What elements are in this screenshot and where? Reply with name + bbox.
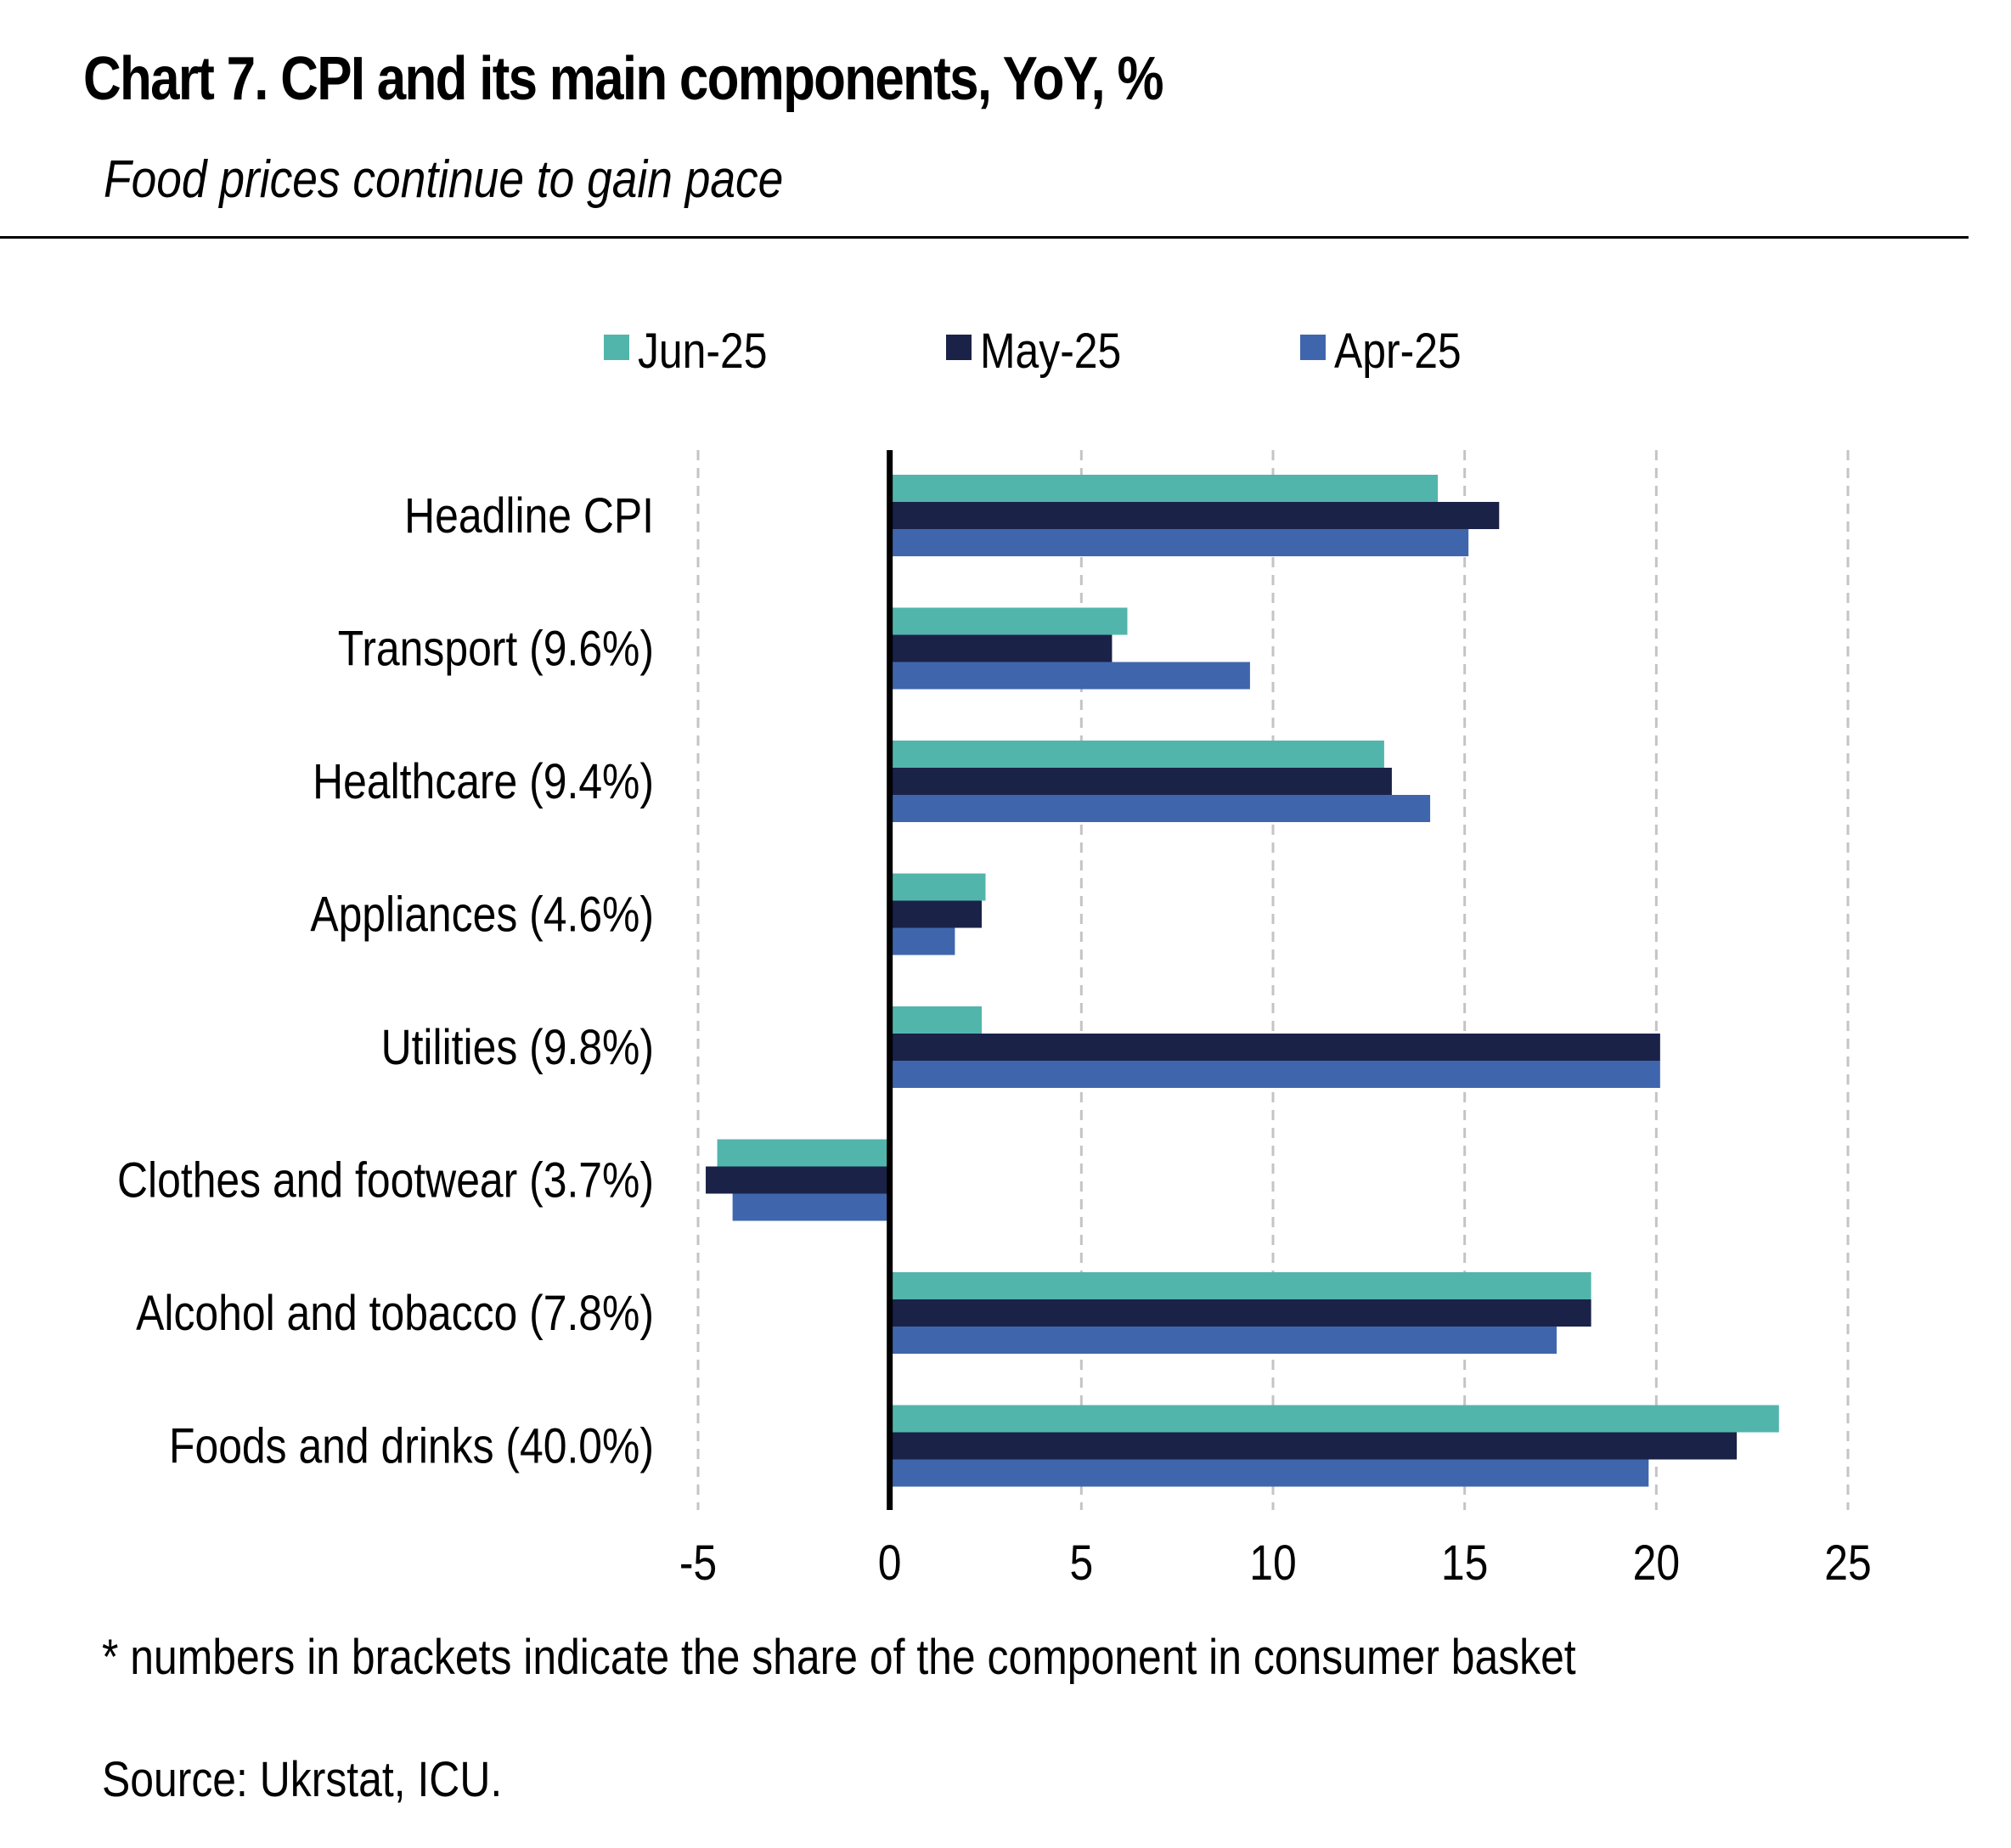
chart-title: Chart 7. CPI and its main components, Yo… [83, 45, 1164, 113]
title-divider [0, 236, 1969, 239]
bar-apr-25-alcohol-and-tobacco-7-8 [889, 1327, 1557, 1354]
bar-may-25-clothes-and-footwear-3-7 [706, 1166, 890, 1194]
bar-apr-25-healthcare-9-4 [889, 795, 1431, 822]
x-tick-label: 5 [1069, 1536, 1093, 1591]
source-note: Source: Ukrstat, ICU. [102, 1752, 503, 1807]
bar-may-25-utilities-9-8 [889, 1034, 1660, 1061]
bar-may-25-foods-and-drinks-40-0 [889, 1432, 1738, 1460]
category-label: Alcohol and tobacco (7.8%) [136, 1287, 654, 1341]
bar-may-25-alcohol-and-tobacco-7-8 [889, 1299, 1591, 1327]
category-label: Clothes and footwear (3.7%) [117, 1153, 654, 1208]
bar-chart: Jun-25 May-25 Apr-25 Headline CPI Transport… [117, 324, 1872, 1591]
x-tick-label: 25 [1824, 1536, 1871, 1591]
x-tick-label: 0 [878, 1536, 902, 1591]
legend-label-jun-25: Jun-25 [638, 324, 767, 379]
legend-swatch-may-25 [946, 335, 972, 360]
footnote: * numbers in brackets indicate the share… [102, 1630, 1576, 1685]
bar-may-25-transport-9-6 [889, 634, 1113, 662]
bar-apr-25-utilities-9-8 [889, 1061, 1660, 1088]
bar-may-25-appliances-4-6 [889, 900, 982, 928]
bar-jun-25-headline-cpi [889, 475, 1439, 502]
legend-swatch-jun-25 [604, 335, 629, 360]
legend-label-apr-25: Apr-25 [1334, 324, 1462, 379]
bar-apr-25-clothes-and-footwear-3-7 [732, 1193, 890, 1221]
bar-apr-25-foods-and-drinks-40-0 [889, 1459, 1649, 1487]
category-label: Transport (9.6%) [338, 622, 654, 676]
bar-jun-25-clothes-and-footwear-3-7 [717, 1139, 890, 1167]
bar-apr-25-headline-cpi [889, 529, 1469, 556]
x-axis-ticks: -5 0 5 10 15 20 25 [679, 1536, 1872, 1591]
x-tick-label: -5 [679, 1536, 717, 1591]
bar-jun-25-transport-9-6 [889, 607, 1128, 635]
bar-jun-25-appliances-4-6 [889, 873, 986, 901]
category-label: Utilities (9.8%) [381, 1021, 654, 1075]
x-tick-label: 10 [1249, 1536, 1296, 1591]
chart-legend: Jun-25 May-25 Apr-25 [604, 324, 1462, 379]
bar-jun-25-utilities-9-8 [889, 1006, 982, 1034]
legend-label-may-25: May-25 [980, 324, 1121, 379]
bar-apr-25-transport-9-6 [889, 662, 1250, 690]
bar-may-25-headline-cpi [889, 502, 1500, 529]
x-tick-label: 15 [1441, 1536, 1488, 1591]
category-label: Healthcare (9.4%) [313, 755, 654, 809]
bar-jun-25-healthcare-9-4 [889, 741, 1384, 768]
chart-bars [706, 475, 1779, 1487]
category-label: Appliances (4.6%) [310, 887, 654, 942]
bar-apr-25-appliances-4-6 [889, 927, 955, 955]
category-labels: Headline CPI Transport (9.6%) Healthcare (… [117, 489, 654, 1474]
bar-jun-25-alcohol-and-tobacco-7-8 [889, 1272, 1591, 1299]
bar-jun-25-foods-and-drinks-40-0 [889, 1405, 1779, 1433]
chart-subtitle: Food prices continue to gain pace [104, 150, 784, 209]
category-label: Foods and drinks (40.0%) [169, 1419, 654, 1473]
category-label: Headline CPI [404, 489, 654, 544]
bar-may-25-healthcare-9-4 [889, 768, 1392, 795]
legend-swatch-apr-25 [1300, 335, 1326, 360]
x-tick-label: 20 [1633, 1536, 1680, 1591]
